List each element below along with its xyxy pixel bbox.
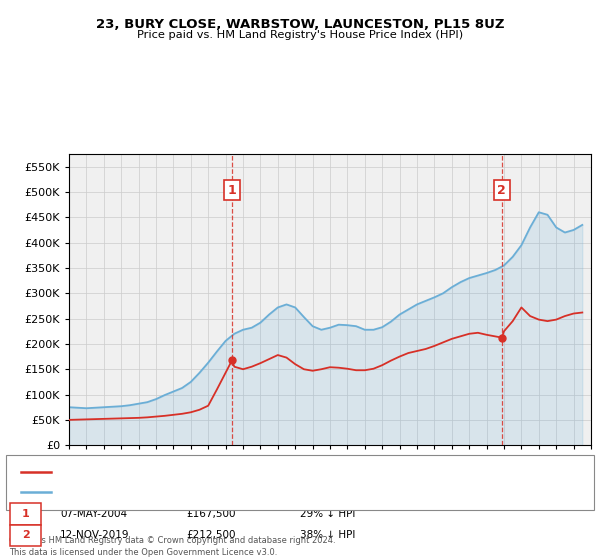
Text: HPI: Average price, detached house, Cornwall: HPI: Average price, detached house, Corn…: [57, 487, 280, 497]
Text: Price paid vs. HM Land Registry's House Price Index (HPI): Price paid vs. HM Land Registry's House …: [137, 30, 463, 40]
Text: 23, BURY CLOSE, WARBSTOW, LAUNCESTON, PL15 8UZ: 23, BURY CLOSE, WARBSTOW, LAUNCESTON, PL…: [96, 18, 504, 31]
Text: 23, BURY CLOSE, WARBSTOW, LAUNCESTON, PL15 8UZ (detached house): 23, BURY CLOSE, WARBSTOW, LAUNCESTON, PL…: [57, 467, 416, 477]
Text: Contains HM Land Registry data © Crown copyright and database right 2024.
This d: Contains HM Land Registry data © Crown c…: [9, 536, 335, 557]
Text: 38% ↓ HPI: 38% ↓ HPI: [300, 530, 355, 540]
Text: £212,500: £212,500: [186, 530, 235, 540]
Text: 2: 2: [497, 184, 506, 197]
Text: 29% ↓ HPI: 29% ↓ HPI: [300, 509, 355, 519]
Text: £167,500: £167,500: [186, 509, 235, 519]
Text: 07-MAY-2004: 07-MAY-2004: [60, 509, 127, 519]
Text: 2: 2: [22, 530, 29, 540]
Text: 1: 1: [22, 509, 29, 519]
Text: 1: 1: [227, 184, 236, 197]
Text: 12-NOV-2019: 12-NOV-2019: [60, 530, 130, 540]
